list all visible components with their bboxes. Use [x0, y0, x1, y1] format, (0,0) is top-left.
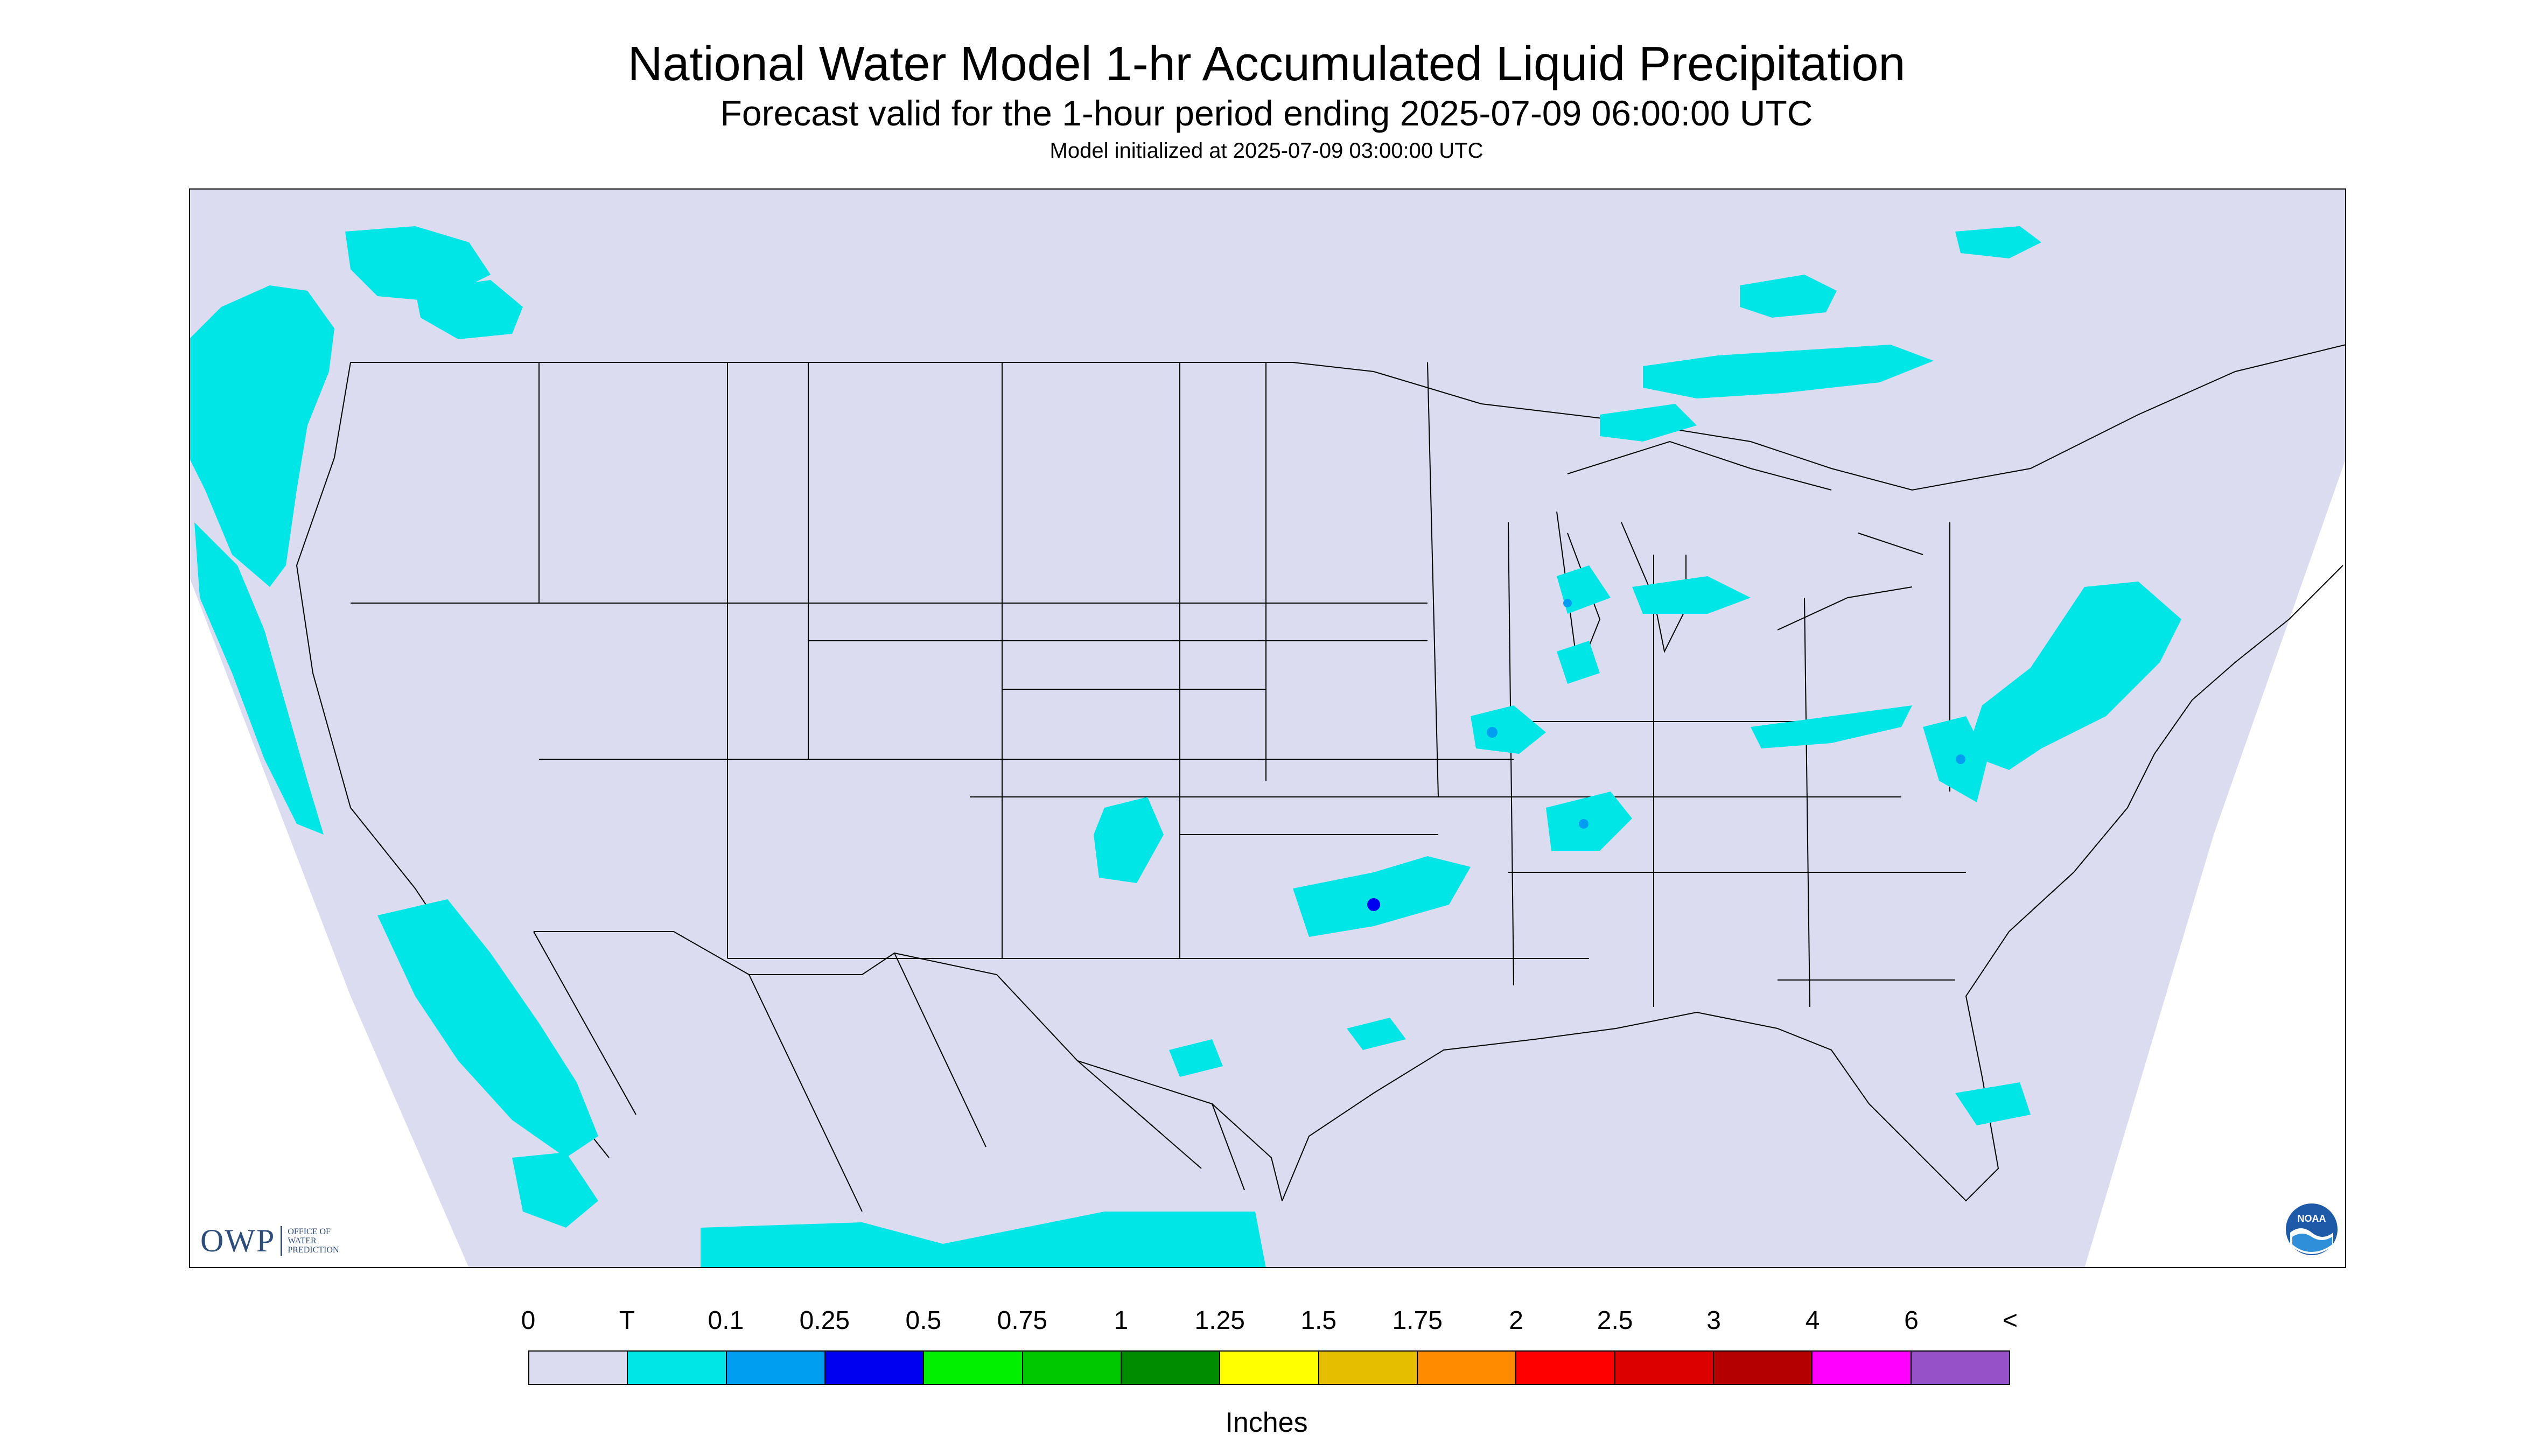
mexico-border	[534, 931, 1283, 1201]
legend-swatch	[924, 1352, 1023, 1384]
state-line-v7	[1427, 362, 1439, 797]
legend-tick-label: 0.5	[905, 1306, 942, 1335]
legend-units: Inches	[1225, 1407, 1308, 1438]
legend-tick-label: 2	[1509, 1306, 1524, 1335]
legend-tick-label: <	[2002, 1306, 2018, 1335]
precip-mid-atlantic	[1923, 716, 1988, 802]
state-line-v10	[1804, 597, 1810, 1007]
chart-subtitle: Forecast valid for the 1-hour period end…	[720, 93, 1813, 133]
legend-swatch	[1516, 1352, 1615, 1384]
legend-tick-label: 3	[1706, 1306, 1721, 1335]
precip-northeast-coast	[1966, 582, 2181, 770]
precip-texas-gulf	[1169, 1018, 1406, 1077]
model-init-line: Model initialized at 2025-07-09 03:00:00…	[1049, 139, 1484, 163]
map-data-area	[189, 188, 2346, 1268]
legend-tick-label: 6	[1904, 1306, 1919, 1335]
precip-quebec	[1955, 226, 2041, 258]
precip-pacific-northwest	[189, 285, 334, 587]
legend-tick-label: 1.75	[1392, 1306, 1443, 1335]
precip-atlantic-south	[1955, 1082, 2031, 1125]
precip-lake-superior	[1600, 404, 1697, 442]
canada-us-border	[351, 344, 2346, 491]
precip-bc-east	[415, 280, 523, 339]
precipitation-map	[189, 188, 2346, 1268]
precip-tennessee	[1546, 792, 1632, 851]
precip-medium-tennessee	[1579, 819, 1589, 829]
legend-swatch	[825, 1352, 925, 1384]
noaa-logo-text: NOAA	[2298, 1213, 2326, 1224]
legend-swatch	[1023, 1352, 1122, 1384]
legend-swatch	[726, 1352, 825, 1384]
precip-michigan	[1557, 565, 1751, 614]
legend-swatch	[1713, 1352, 1813, 1384]
legend-tick-label: 1	[1114, 1306, 1129, 1335]
owp-logo-text: OFFICE OF WATER PREDICTION	[288, 1227, 339, 1255]
owp-logo: OWP OFFICE OF WATER PREDICTION	[200, 1222, 358, 1259]
precip-medium-illinois	[1487, 727, 1498, 738]
noaa-logo: NOAA	[2286, 1203, 2338, 1255]
precip-bc-interior	[345, 226, 491, 302]
legend-swatch	[1615, 1352, 1714, 1384]
legend-swatch	[1813, 1352, 1912, 1384]
precip-illinois-indiana	[1471, 641, 1600, 754]
legend-tick-label: T	[619, 1306, 635, 1335]
precip-east-band	[1751, 705, 1912, 748]
legend-color-bar	[528, 1350, 2010, 1385]
map-border	[189, 188, 2346, 1268]
legend-swatch	[1220, 1352, 1319, 1384]
precip-heavy-arkansas	[1367, 898, 1380, 911]
state-line-v8	[1508, 522, 1514, 986]
legend-tick-label: 4	[1805, 1306, 1820, 1335]
gulf-coast	[1282, 565, 2343, 1202]
legend-tick-label: 1.5	[1300, 1306, 1337, 1335]
precip-ontario-north	[1740, 275, 1837, 318]
owp-logo-divider	[281, 1226, 283, 1256]
precip-arkansas-band	[1293, 856, 1471, 937]
precip-ontario-band	[1643, 345, 1934, 398]
precip-medium-michigan	[1563, 599, 1572, 607]
boundary-lines	[296, 344, 2346, 1212]
precip-mexico-pacific	[512, 1152, 598, 1228]
precipitation-areas	[189, 226, 2181, 1268]
legend-tick-label: 0.1	[708, 1306, 744, 1335]
legend-swatch	[529, 1352, 628, 1384]
precip-baja	[377, 899, 598, 1158]
legend-tick-labels: 0 T 0.1 0.25 0.5 0.75 1 1.25 1.5 1.75 2 2.5 3 4 6 <	[0, 1306, 2533, 1338]
owp-logo-mark: OWP	[200, 1223, 276, 1258]
precip-oklahoma	[1094, 797, 1164, 883]
precip-medium-virginia	[1956, 754, 1965, 764]
legend-tick-label: 1.25	[1194, 1306, 1245, 1335]
legend-swatch	[1319, 1352, 1418, 1384]
legend-swatch	[1911, 1352, 2009, 1384]
noaa-logo-water	[2292, 1234, 2332, 1252]
precip-mexico-south	[701, 1212, 1266, 1268]
chart-title: National Water Model 1-hr Accumulated Li…	[627, 37, 1906, 91]
precip-pacific-coast	[194, 522, 324, 835]
legend-tick-label: 0.75	[997, 1306, 1048, 1335]
legend-tick-label: 0	[521, 1306, 536, 1335]
mexico-interior-lines	[533, 931, 1245, 1212]
legend-swatch	[628, 1352, 727, 1384]
legend-tick-label: 2.5	[1597, 1306, 1633, 1335]
legend-tick-label: 0.25	[799, 1306, 850, 1335]
legend-swatch	[1417, 1352, 1517, 1384]
legend-swatch	[1121, 1352, 1221, 1384]
